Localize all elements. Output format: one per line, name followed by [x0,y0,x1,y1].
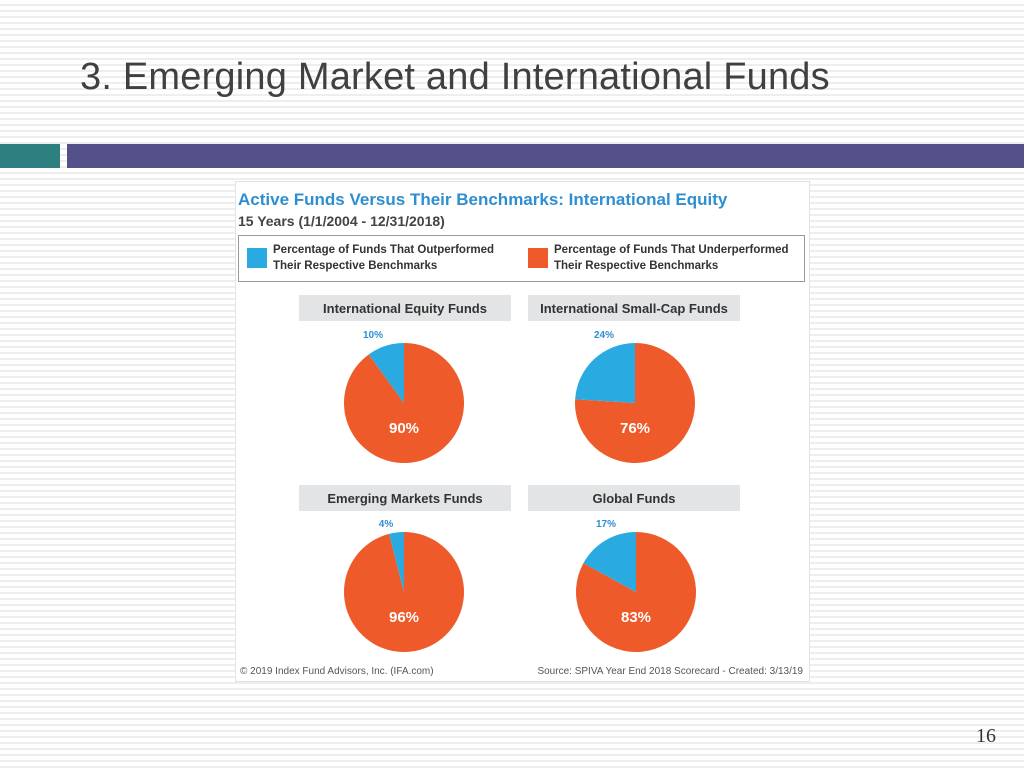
pie-underperformed-label-international-small-cap: 76% [620,420,650,437]
legend-swatch-outperformed [247,248,267,268]
legend-outperformed-line2: Their Respective Benchmarks [273,260,438,272]
header-accent-bar [67,144,1024,168]
page-number: 16 [976,725,996,747]
pie-title-global: Global Funds [528,485,740,511]
legend-outperformed-line1: Percentage of Funds That Outperformed [273,244,495,256]
pie-underperformed-label-international-equity: 90% [389,420,419,437]
legend-label-outperformed: Percentage of Funds That Outperformed Th… [273,242,494,274]
pie-outperformed-label-emerging-markets: 4% [378,519,394,530]
chart-card: Active Funds Versus Their Benchmarks: In… [235,181,810,682]
pie-outperformed-label-international-small-cap: 24% [593,330,615,341]
pie-outperformed-label-international-equity: 10% [362,330,384,341]
pie-underperformed-label-emerging-markets: 96% [389,609,419,626]
pie-title-international-equity: International Equity Funds [299,295,511,321]
pie-underperformed-label-global: 83% [621,609,651,626]
pie-chart-international-small-cap: 76% [575,343,695,463]
pie-slice-outperformed-international-equity [368,343,404,403]
chart-title: Active Funds Versus Their Benchmarks: In… [238,190,728,209]
pie-slice-outperformed-global [583,532,636,592]
pie-chart-global: 83% [576,532,696,652]
slide-title: 3. Emerging Market and International Fun… [80,56,830,98]
legend-label-underperformed: Percentage of Funds That Underperformed … [554,242,789,274]
legend-underperformed-line1: Percentage of Funds That Underperformed [554,244,789,256]
pie-slice-outperformed-international-small-cap [575,343,635,403]
footer-copyright: © 2019 Index Fund Advisors, Inc. (IFA.co… [240,666,434,677]
pie-title-international-small-cap: International Small-Cap Funds [528,295,740,321]
pie-chart-emerging-markets: 96% [344,532,464,652]
footer-source: Source: SPIVA Year End 2018 Scorecard - … [537,666,803,677]
chart-subtitle: 15 Years (1/1/2004 - 12/31/2018) [238,213,445,229]
pie-slice-outperformed-emerging-markets [389,532,404,592]
legend: Percentage of Funds That Outperformed Th… [238,235,805,282]
header-accent-teal [0,144,60,168]
pie-title-emerging-markets: Emerging Markets Funds [299,485,511,511]
pie-chart-international-equity: 90% [344,343,464,463]
legend-underperformed-line2: Their Respective Benchmarks [554,260,719,272]
legend-swatch-underperformed [528,248,548,268]
pie-outperformed-label-global: 17% [595,519,617,530]
